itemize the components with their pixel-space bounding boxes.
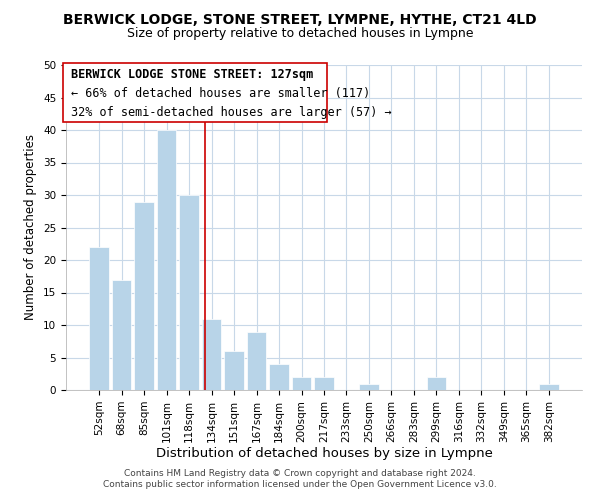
Bar: [202, 318, 221, 390]
Text: 32% of semi-detached houses are larger (57) →: 32% of semi-detached houses are larger (…: [71, 106, 392, 118]
Bar: [224, 351, 244, 390]
Bar: [247, 332, 266, 390]
Bar: [179, 195, 199, 390]
Bar: [112, 280, 131, 390]
Text: BERWICK LODGE STONE STREET: 127sqm: BERWICK LODGE STONE STREET: 127sqm: [71, 68, 313, 81]
Bar: [314, 377, 334, 390]
Bar: [427, 377, 446, 390]
Bar: [134, 202, 154, 390]
Text: BERWICK LODGE, STONE STREET, LYMPNE, HYTHE, CT21 4LD: BERWICK LODGE, STONE STREET, LYMPNE, HYT…: [63, 12, 537, 26]
Bar: [269, 364, 289, 390]
Text: Size of property relative to detached houses in Lympne: Size of property relative to detached ho…: [127, 28, 473, 40]
Bar: [89, 247, 109, 390]
Text: Contains public sector information licensed under the Open Government Licence v3: Contains public sector information licen…: [103, 480, 497, 489]
Bar: [292, 377, 311, 390]
Text: Contains HM Land Registry data © Crown copyright and database right 2024.: Contains HM Land Registry data © Crown c…: [124, 468, 476, 477]
Bar: [539, 384, 559, 390]
Text: ← 66% of detached houses are smaller (117): ← 66% of detached houses are smaller (11…: [71, 87, 370, 100]
Bar: [157, 130, 176, 390]
Y-axis label: Number of detached properties: Number of detached properties: [25, 134, 37, 320]
FancyBboxPatch shape: [64, 64, 326, 122]
X-axis label: Distribution of detached houses by size in Lympne: Distribution of detached houses by size …: [155, 448, 493, 460]
Bar: [359, 384, 379, 390]
